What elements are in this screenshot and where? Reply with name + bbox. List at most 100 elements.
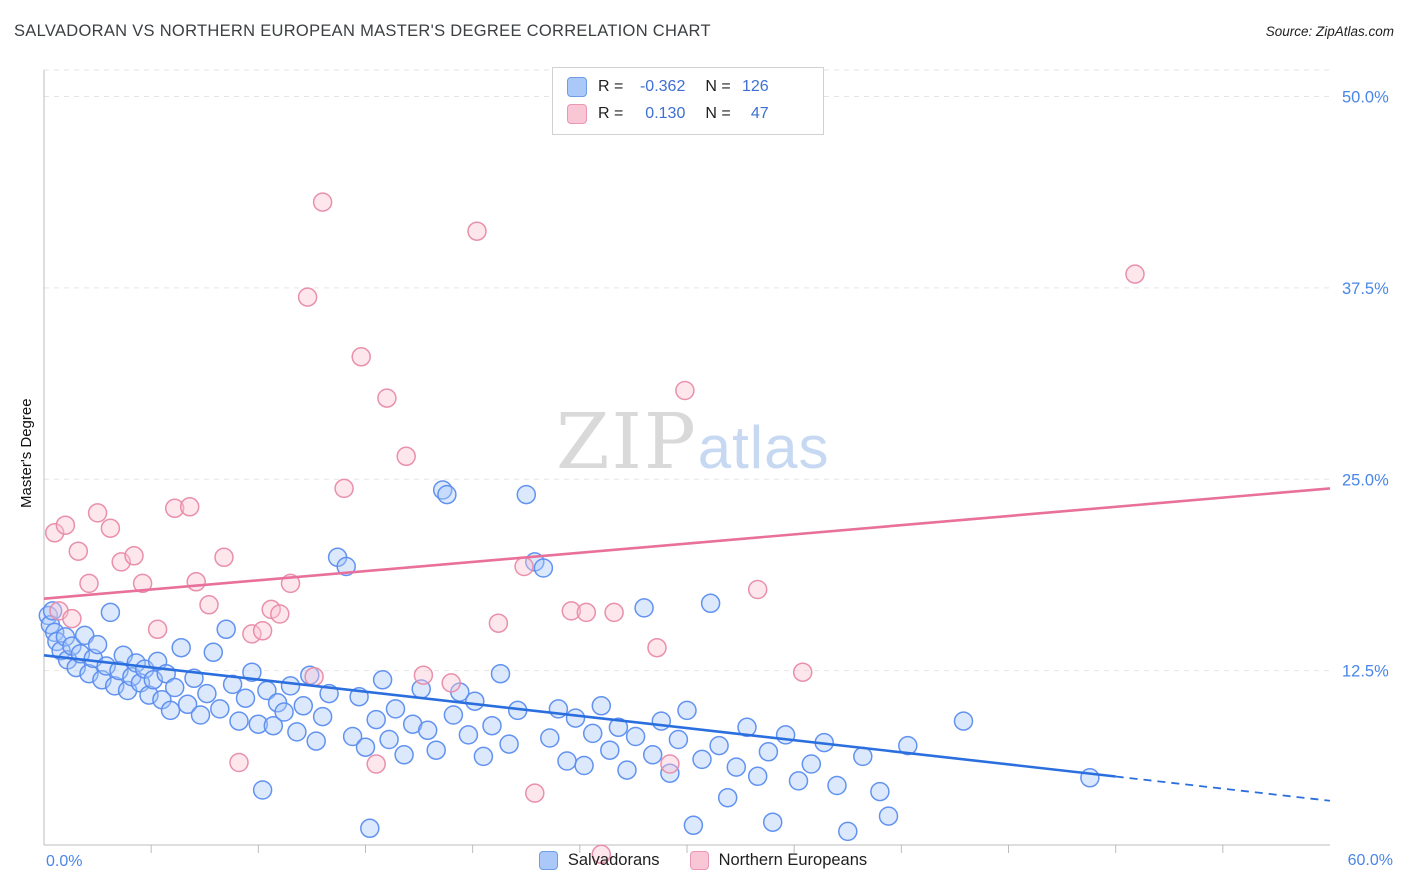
scatter-point-salvadorans (437, 484, 457, 505)
r-value-salvadorans: -0.362 (639, 78, 686, 95)
trend-line-salvadorans-extrapolated (1115, 775, 1331, 802)
scatter-point-salvadorans (360, 818, 380, 839)
scatter-point-salvadorans (366, 709, 386, 730)
scatter-point-northern-europeans (124, 546, 144, 566)
scatter-point-salvadorans (700, 593, 721, 614)
scatter-point-northern-europeans (604, 602, 624, 623)
scatter-point-northern-europeans (561, 601, 582, 621)
scatter-point-salvadorans (306, 731, 326, 751)
scatter-point-salvadorans (747, 766, 768, 787)
scatter-point-northern-europeans (186, 572, 206, 592)
scatter-point-salvadorans (878, 806, 899, 826)
scatter-point-salvadorans (709, 735, 729, 756)
y-tick-label: 37.5% (1342, 280, 1389, 298)
scatter-point-salvadorans (274, 702, 294, 722)
scatter-point-salvadorans (482, 715, 502, 736)
scatter-point-salvadorans (557, 751, 577, 771)
scatter-point-salvadorans (490, 663, 511, 684)
salvadorans-legend-swatch-icon (538, 851, 558, 870)
scatter-point-salvadorans (853, 746, 873, 767)
scatter-point-salvadorans (458, 725, 479, 745)
scatter-point-salvadorans (651, 711, 672, 731)
page-title: SALVADORAN VS NORTHERN EUROPEAN MASTER'S… (14, 22, 711, 40)
scatter-point-salvadorans (394, 745, 414, 765)
scatter-point-salvadorans (203, 642, 224, 663)
scatter-point-northern-europeans (297, 287, 318, 307)
scatter-point-salvadorans (177, 694, 198, 715)
legend-row-salvadorans: R = -0.362 N = 126 (567, 77, 809, 97)
scatter-point-salvadorans (465, 691, 485, 711)
scatter-point-salvadorans (197, 683, 217, 704)
scatter-point-salvadorans (164, 677, 185, 698)
n-label: N = (705, 78, 731, 95)
scatter-point-salvadorans (385, 699, 406, 719)
n-label: N = (705, 105, 731, 122)
legend-row-northern-europeans: R = 0.130 N = 47 (567, 104, 809, 124)
scatter-point-northern-europeans (334, 478, 354, 499)
scatter-point-northern-europeans (87, 503, 108, 523)
scatter-point-salvadorans (762, 812, 783, 832)
scatter-point-northern-europeans (675, 380, 695, 401)
scatter-point-northern-europeans (68, 541, 89, 561)
scatter-point-salvadorans (516, 484, 537, 505)
scatter-point-salvadorans (287, 722, 307, 742)
r-value-northern-europeans: 0.130 (645, 105, 686, 122)
scatter-point-northern-europeans (179, 497, 200, 517)
scatter-point-northern-europeans (591, 844, 612, 865)
n-value-salvadorans: 126 (741, 78, 769, 95)
scatter-point-salvadorans (533, 558, 554, 578)
scatter-point-salvadorans (642, 745, 663, 765)
scatter-point-salvadorans (582, 723, 603, 744)
scatter-point-northern-europeans (351, 347, 371, 367)
scatter-point-salvadorans (717, 787, 738, 808)
legend-item-northern-europeans: Northern Europeans (689, 851, 867, 870)
scatter-point-salvadorans (42, 601, 63, 621)
scatter-point-northern-europeans (252, 621, 273, 641)
scatter-point-salvadorans (827, 775, 847, 796)
r-label: R = (598, 78, 624, 95)
scatter-point-northern-europeans (304, 666, 324, 687)
scatter-point-northern-europeans (164, 498, 185, 519)
x-axis-max-label: 60.0% (1347, 852, 1393, 869)
scatter-point-northern-europeans (525, 783, 545, 803)
scatter-point-northern-europeans (488, 613, 509, 633)
scatter-point-salvadorans (235, 688, 256, 708)
scatter-point-salvadorans (600, 740, 620, 760)
scatter-point-salvadorans (242, 662, 262, 682)
scatter-point-northern-europeans (55, 515, 76, 535)
scatter-point-salvadorans (210, 699, 230, 719)
scatter-point-northern-europeans (100, 518, 121, 538)
scatter-point-salvadorans (625, 726, 646, 747)
series-legend: Salvadorans Northern Europeans (0, 851, 1406, 870)
scatter-point-northern-europeans (242, 624, 262, 644)
scatter-point-salvadorans (617, 760, 637, 780)
scatter-point-northern-europeans (413, 665, 434, 685)
x-axis-min-label: 0.0% (46, 853, 83, 870)
scatter-point-salvadorans (342, 726, 363, 747)
scatter-point-northern-europeans (44, 523, 65, 543)
scatter-point-salvadorans (216, 619, 236, 640)
scatter-point-salvadorans (758, 742, 779, 762)
scatter-point-northern-europeans (377, 388, 397, 408)
scatter-point-salvadorans (692, 749, 712, 770)
scatter-point-salvadorans (100, 602, 121, 623)
scatter-point-northern-europeans (62, 608, 82, 629)
scatter-point-northern-europeans (132, 573, 153, 594)
scatter-point-salvadorans (953, 711, 974, 731)
scatter-point-northern-europeans (147, 619, 168, 640)
scatter-point-northern-europeans (229, 752, 249, 773)
scatter-point-salvadorans (608, 717, 629, 738)
y-tick-label: 25.0% (1342, 471, 1389, 489)
scatter-point-salvadorans (171, 637, 191, 658)
scatter-point-salvadorans (87, 634, 108, 655)
legend-item-label: Salvadorans (567, 851, 660, 869)
scatter-point-salvadorans (565, 708, 586, 728)
scatter-point-salvadorans (252, 780, 273, 800)
scatter-point-salvadorans (263, 715, 284, 736)
salvadorans-swatch-icon (567, 77, 587, 97)
scatter-point-salvadorans (336, 556, 356, 577)
scatter-point-salvadorans (838, 821, 858, 842)
scatter-point-salvadorans (443, 705, 464, 725)
scatter-point-salvadorans (293, 696, 314, 716)
scatter-point-salvadorans (540, 728, 560, 748)
